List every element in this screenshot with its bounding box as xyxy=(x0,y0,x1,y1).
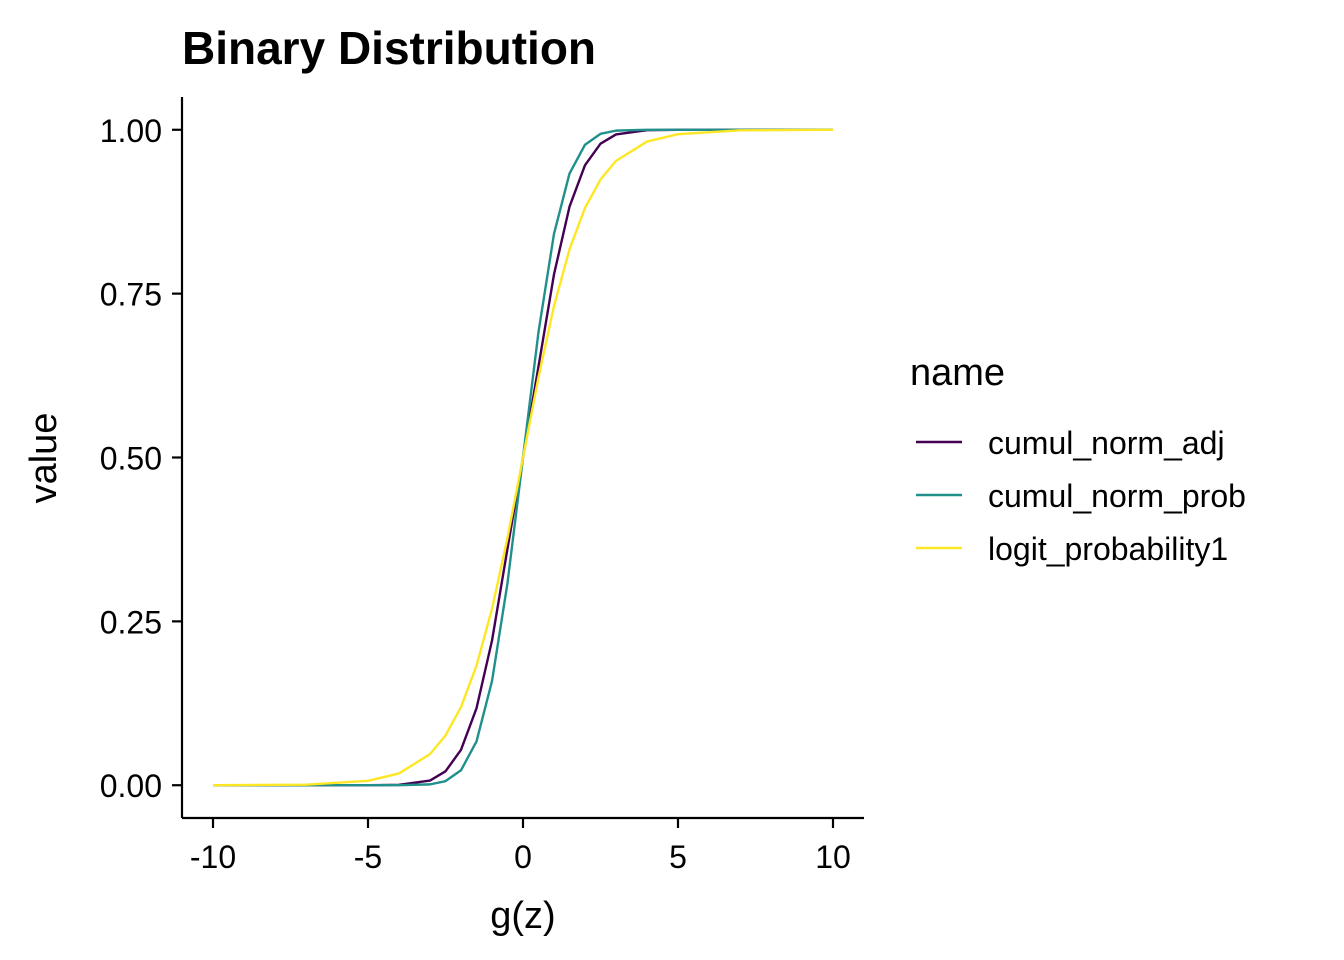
x-tick-label: 5 xyxy=(669,839,687,875)
x-tick-label: 0 xyxy=(514,839,532,875)
legend-item-cumul-norm-prob: cumul_norm_prob xyxy=(916,478,1246,514)
x-ticks: -10 -5 0 5 10 xyxy=(190,818,851,875)
plot-lines xyxy=(212,128,834,787)
legend: name cumul_norm_adj cumul_norm_prob logit_… xyxy=(910,352,1246,567)
x-axis-title: g(z) xyxy=(490,895,555,937)
legend-label: cumul_norm_adj xyxy=(988,425,1225,461)
y-axis-title: value xyxy=(23,413,65,504)
legend-label: logit_probability1 xyxy=(988,531,1228,567)
y-tick-label: 0.25 xyxy=(100,604,162,640)
x-tick-label: -5 xyxy=(354,839,382,875)
y-tick-label: 0.75 xyxy=(100,277,162,313)
legend-item-logit-probability1: logit_probability1 xyxy=(916,531,1228,567)
y-tick-label: 0.00 xyxy=(100,768,162,804)
chart-title: Binary Distribution xyxy=(182,22,596,74)
legend-item-cumul-norm-adj: cumul_norm_adj xyxy=(916,425,1225,461)
x-tick-label: -10 xyxy=(190,839,236,875)
y-ticks: 0.00 0.25 0.50 0.75 1.00 xyxy=(100,113,182,804)
x-tick-label: 10 xyxy=(815,839,851,875)
legend-items: cumul_norm_adj cumul_norm_prob logit_proba… xyxy=(916,425,1246,567)
legend-label: cumul_norm_prob xyxy=(988,478,1246,514)
y-tick-label: 1.00 xyxy=(100,113,162,149)
legend-title: name xyxy=(910,352,1005,394)
y-tick-label: 0.50 xyxy=(100,441,162,477)
series-line-logit-probability1 xyxy=(212,128,834,787)
